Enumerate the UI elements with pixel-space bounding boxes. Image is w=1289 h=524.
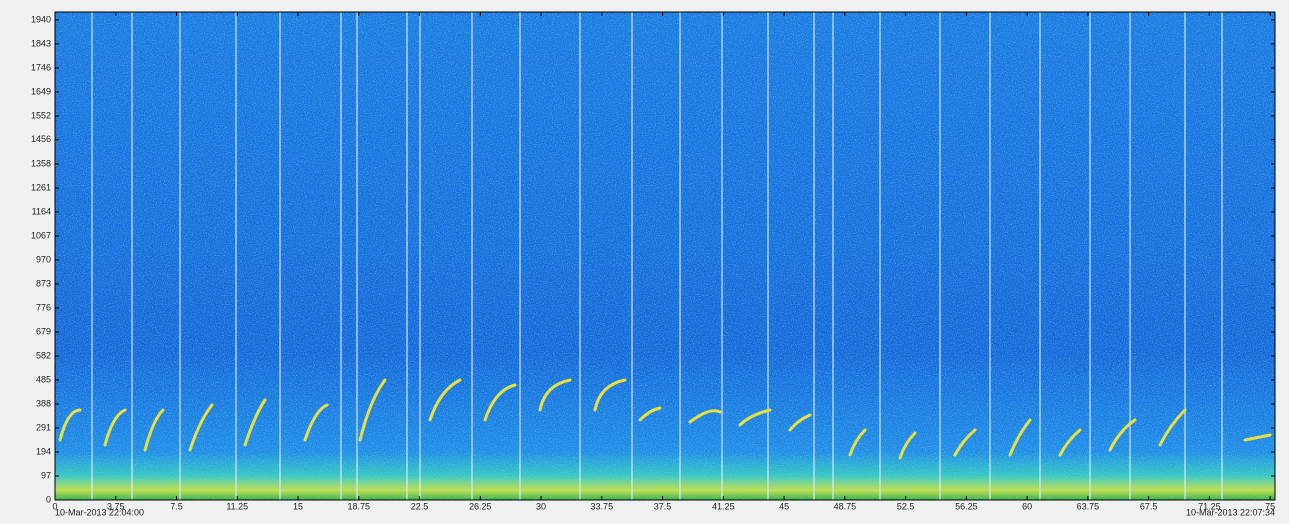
x-tick-label: 18.75 — [348, 501, 371, 511]
y-tick-label: 776 — [36, 302, 51, 312]
y-tick-label: 1456 — [31, 134, 51, 144]
end-time: 10-Mar-2013 22:07:34 — [1186, 507, 1275, 517]
x-tick-label: 52.5 — [897, 501, 915, 511]
start-time: 10-Mar-2013 22:04:00 — [55, 507, 144, 517]
x-tick-label: 48.75 — [834, 501, 857, 511]
x-tick-label: 56.25 — [955, 501, 978, 511]
x-tick-label: 3.75 — [107, 501, 125, 511]
plot-frame — [54, 11, 1276, 501]
x-tick-label: 71.25 — [1198, 501, 1221, 511]
plot-area — [54, 11, 1276, 501]
y-tick-label: 1067 — [31, 230, 51, 240]
call-traces — [58, 378, 1272, 460]
x-tick-label: 75 — [1265, 501, 1275, 511]
x-tick-label: 0 — [52, 501, 57, 511]
x-tick-label: 22.5 — [411, 501, 429, 511]
y-tick-label: 1358 — [31, 158, 51, 168]
y-tick-label: 1552 — [31, 110, 51, 120]
y-tick-label: 0 — [46, 494, 51, 504]
y-tick-label: 97 — [41, 470, 51, 480]
y-tick-label: 1649 — [31, 86, 51, 96]
y-tick-label: 1940 — [31, 14, 51, 24]
spectrogram-texture — [55, 12, 1275, 500]
x-tick-label: 45 — [779, 501, 789, 511]
y-tick-label: 970 — [36, 254, 51, 264]
x-tick-label: 15 — [293, 501, 303, 511]
vertical-artifacts — [91, 12, 1223, 500]
y-tick-label: 1261 — [31, 182, 51, 192]
x-tick-label: 63.75 — [1077, 501, 1100, 511]
y-tick-label: 1843 — [31, 38, 51, 48]
x-tick-label: 26.25 — [469, 501, 492, 511]
y-tick-label: 1746 — [31, 62, 51, 72]
x-tick-label: 33.75 — [591, 501, 614, 511]
y-tick-label: 194 — [36, 446, 51, 456]
y-tick-label: 873 — [36, 278, 51, 288]
x-tick-label: 67.5 — [1140, 501, 1158, 511]
x-tick-label: 37.5 — [654, 501, 672, 511]
y-tick-label: 1164 — [32, 206, 51, 216]
y-tick-label: 388 — [36, 398, 51, 408]
x-tick-label: 60 — [1022, 501, 1032, 511]
y-tick-label: 485 — [36, 374, 51, 384]
x-tick-label: 7.5 — [170, 501, 183, 511]
x-tick-label: 11.25 — [226, 501, 248, 511]
y-tick-label: 291 — [36, 422, 51, 432]
x-tick-label: 41.25 — [712, 501, 735, 511]
x-tick-label: 30 — [536, 501, 546, 511]
y-tick-label: 582 — [36, 350, 51, 360]
y-tick-label: 679 — [36, 326, 51, 336]
